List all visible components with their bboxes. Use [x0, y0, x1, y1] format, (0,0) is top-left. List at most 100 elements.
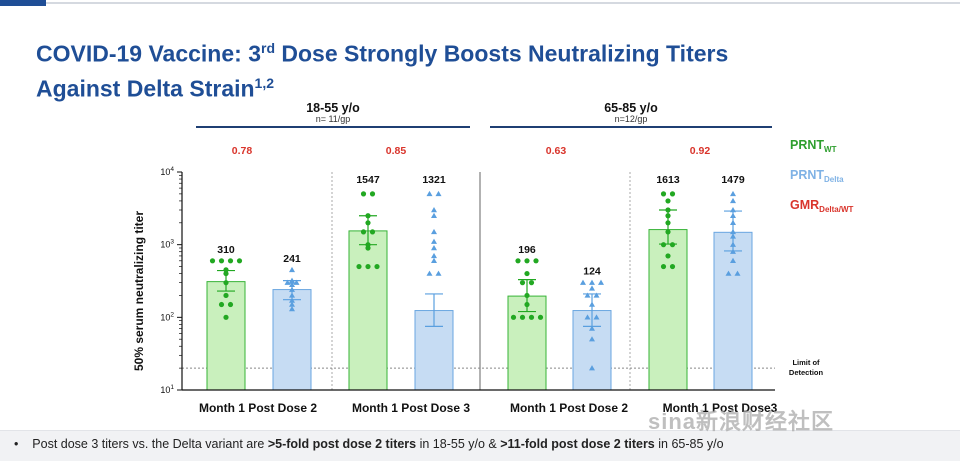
bar-wt-2	[348, 230, 388, 391]
bar-wt-1	[206, 281, 246, 391]
data-point-wt	[665, 213, 671, 219]
data-point-delta	[289, 306, 295, 312]
data-point-delta	[730, 257, 736, 263]
data-point-delta	[584, 292, 591, 298]
data-point-delta	[730, 212, 736, 218]
data-point-delta	[289, 281, 295, 288]
group-label-2: 65-85 y/o	[604, 101, 658, 115]
data-point-delta	[730, 241, 736, 247]
gmr-ratio-2: 0.85	[386, 145, 407, 157]
data-point-delta	[431, 257, 437, 263]
y-tick-exp-1: 1	[170, 384, 174, 391]
y-tick-label-1: 101	[160, 384, 174, 395]
y-tick-exp-3: 3	[170, 239, 174, 246]
data-point-wt	[533, 258, 539, 264]
data-point-delta	[289, 297, 295, 303]
data-point-wt	[669, 263, 676, 270]
data-point-delta	[730, 206, 736, 213]
data-point-delta	[730, 219, 736, 225]
x-group-label-2: Month 1 Post Dose 3	[352, 401, 470, 415]
top-decor-line	[0, 0, 960, 12]
data-point-wt	[510, 314, 517, 320]
bar-delta-4	[713, 231, 753, 391]
data-point-wt	[369, 191, 376, 197]
value-label-wt-1: 310	[217, 244, 235, 256]
data-point-delta	[435, 270, 442, 276]
top-decor-blue	[0, 0, 46, 6]
x-group-label-3: Month 1 Post Dose 2	[510, 401, 628, 415]
data-point-delta	[589, 285, 595, 291]
y-tick-label-4: 104	[160, 166, 174, 177]
data-point-delta	[431, 228, 437, 235]
data-point-delta	[730, 190, 736, 197]
data-point-wt	[660, 242, 667, 248]
data-point-delta	[734, 270, 741, 276]
data-point-wt	[223, 314, 229, 320]
data-point-wt	[524, 258, 530, 264]
footer-text-3: in 65-85 y/o	[654, 437, 724, 451]
group-label-1: 18-55 y/o	[306, 101, 360, 115]
value-label-delta-2: 1321	[422, 174, 446, 186]
data-point-delta	[426, 270, 433, 276]
data-point-wt	[660, 263, 667, 270]
value-label-wt-4: 1613	[656, 174, 680, 186]
legend-item-1: PRNTWT	[790, 138, 837, 154]
top-decor-grey	[46, 2, 960, 4]
slide-title: COVID-19 Vaccine: 3rd Dose Strongly Boos…	[36, 34, 916, 103]
data-point-delta	[289, 301, 295, 307]
data-point-wt	[519, 314, 526, 320]
data-point-wt	[227, 301, 234, 308]
data-point-wt	[365, 263, 371, 270]
data-point-wt	[524, 292, 530, 299]
data-point-delta	[584, 314, 591, 320]
footer-bold-1: >5-fold post dose 2 titers	[267, 437, 417, 451]
data-point-delta	[730, 197, 736, 204]
title-part1: COVID-19 Vaccine: 3	[36, 40, 261, 67]
title-sup2: 1,2	[254, 74, 275, 91]
data-point-delta	[730, 228, 736, 235]
data-point-delta	[431, 252, 437, 259]
footer-note: • Post dose 3 titers vs. the Delta varia…	[14, 437, 724, 451]
data-point-wt	[236, 258, 243, 264]
data-point-delta	[431, 212, 437, 218]
data-point-wt	[669, 191, 676, 197]
data-point-delta	[589, 325, 595, 331]
data-point-wt	[360, 191, 367, 197]
data-point-wt	[528, 280, 535, 286]
data-point-delta	[589, 336, 595, 342]
data-point-wt	[524, 301, 530, 308]
data-point-wt	[528, 314, 535, 320]
data-point-delta	[293, 279, 300, 285]
data-point-delta	[589, 279, 595, 285]
data-point-wt	[209, 258, 216, 264]
data-point-wt	[665, 198, 671, 204]
group-n-2: n=12/gp	[615, 114, 648, 124]
title-part2: Dose Strongly Boosts Neutralizing Titers	[275, 40, 729, 67]
x-group-label-1: Month 1 Post Dose 2	[199, 401, 317, 415]
x-group-label-4: Month 1 Post Dose3	[663, 401, 778, 415]
y-tick-exp-4: 4	[170, 166, 174, 173]
data-point-wt	[223, 267, 229, 273]
data-point-wt	[374, 263, 380, 270]
titer-chart: 18-55 y/on= 11/gp 65-85 y/on=12/gp Limit o…	[132, 101, 854, 415]
gmr-ratio-4: 0.92	[690, 145, 711, 157]
data-point-wt	[669, 242, 676, 248]
footer-bullet: •	[14, 437, 19, 451]
legend-item-2: PRNTDelta	[790, 168, 844, 184]
y-tick-label-3: 103	[160, 239, 174, 250]
gmr-ratio-1: 0.78	[232, 145, 253, 157]
value-label-delta-3: 124	[583, 266, 601, 278]
data-point-delta	[593, 292, 600, 298]
footer-bar	[0, 430, 960, 461]
data-point-delta	[289, 286, 295, 292]
y-tick-exp-2: 2	[170, 311, 174, 318]
data-point-delta	[284, 279, 291, 285]
data-point-wt	[369, 229, 376, 235]
data-point-wt	[365, 220, 371, 226]
data-point-delta	[431, 206, 437, 213]
value-label-wt-3: 196	[518, 244, 536, 256]
lod-label-2: Detection	[789, 368, 824, 377]
data-point-delta	[598, 279, 604, 285]
data-point-delta	[289, 277, 295, 283]
data-point-delta	[431, 238, 437, 244]
